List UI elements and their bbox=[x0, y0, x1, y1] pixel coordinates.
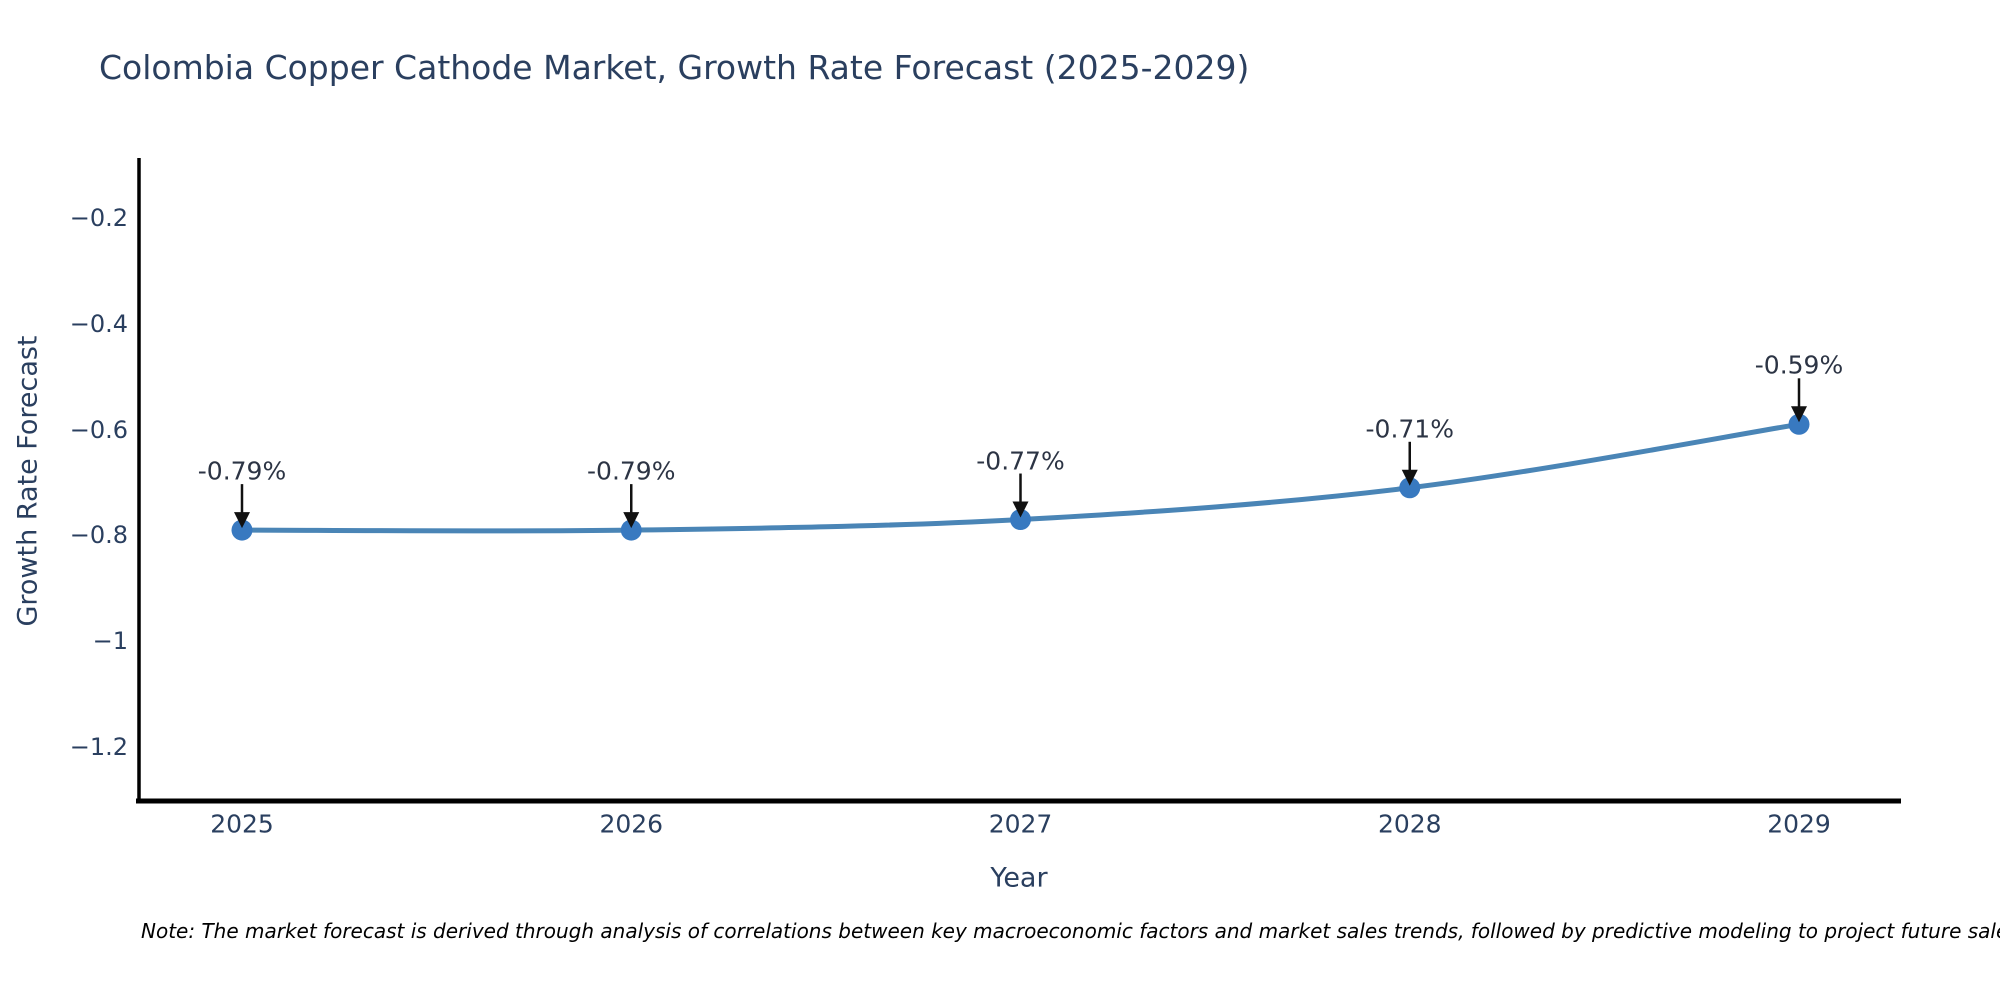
y-tick-label: −0.4 bbox=[69, 309, 128, 338]
data-point-label: -0.77% bbox=[976, 446, 1065, 476]
x-tick-label: 2027 bbox=[988, 809, 1053, 839]
annotation-arrow-head bbox=[1791, 406, 1807, 423]
data-point-label: -0.71% bbox=[1365, 414, 1454, 444]
y-tick-label: −0.6 bbox=[69, 415, 128, 444]
y-tick-label: −1.2 bbox=[69, 733, 128, 761]
data-point-marker bbox=[1788, 413, 1810, 435]
y-tick-label: −0.2 bbox=[69, 204, 128, 232]
annotation-arrow-head bbox=[623, 512, 640, 529]
annotation-arrow-head bbox=[1401, 469, 1418, 486]
x-tick-label: 2028 bbox=[1377, 809, 1442, 839]
x-tick-label: 2025 bbox=[210, 809, 274, 839]
data-point-marker bbox=[1399, 477, 1421, 499]
annotation-arrow-head bbox=[1012, 501, 1029, 518]
data-point-marker bbox=[231, 519, 253, 541]
data-point-marker bbox=[1010, 509, 1031, 531]
data-point-label: -0.79% bbox=[587, 456, 676, 486]
x-axis-title: Year bbox=[990, 862, 1048, 894]
y-tick-label: −1 bbox=[92, 627, 128, 656]
x-tick-label: 2029 bbox=[1767, 809, 1831, 839]
annotation-arrow-head bbox=[234, 512, 250, 529]
data-point-marker bbox=[620, 519, 642, 541]
data-point-label: -0.59% bbox=[1754, 350, 1844, 380]
footnote: Note: The market forecast is derived thr… bbox=[141, 919, 2000, 943]
data-point-label: -0.79% bbox=[197, 456, 287, 486]
y-tick-label: −0.8 bbox=[69, 521, 128, 550]
x-tick-label: 2026 bbox=[599, 809, 664, 839]
chart-title: Colombia Copper Cathode Market, Growth R… bbox=[99, 48, 1250, 87]
y-axis-title: Growth Rate Forecast bbox=[12, 335, 44, 627]
